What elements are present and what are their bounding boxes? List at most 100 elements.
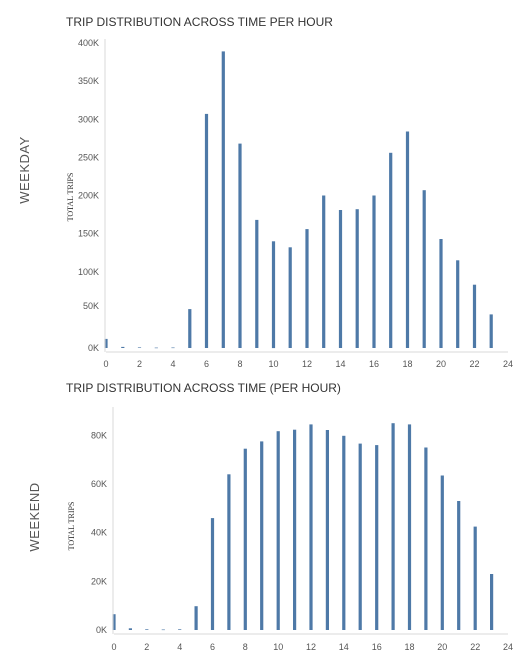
weekday-x-tick-label: 20 bbox=[436, 359, 446, 369]
weekend-y-ticks: 0K 20K 40K 60K 80K bbox=[91, 430, 107, 635]
weekend-y-tick-label: 20K bbox=[91, 576, 107, 586]
weekend-y-tick-label: 0K bbox=[96, 625, 107, 635]
weekend-x-tick-label: 0 bbox=[111, 642, 116, 652]
weekend-bar-hour-11 bbox=[293, 430, 296, 630]
weekend-chart-title: TRIP DISTRIBUTION ACROSS TIME (PER HOUR) bbox=[66, 381, 341, 395]
weekend-bar-hour-3 bbox=[162, 630, 165, 631]
weekend-bar-hour-13 bbox=[326, 430, 329, 630]
weekday-y-tick-label: 400K bbox=[78, 38, 99, 48]
weekday-y-tick-label: 300K bbox=[78, 114, 99, 124]
weekend-x-tick-label: 16 bbox=[372, 642, 382, 652]
weekday-x-tick-label: 12 bbox=[302, 359, 312, 369]
weekend-bar-hour-21 bbox=[457, 501, 460, 630]
weekend-bar-hour-6 bbox=[211, 518, 214, 630]
weekday-bar-hour-10 bbox=[272, 241, 275, 348]
weekend-bar-hour-19 bbox=[424, 448, 427, 631]
weekend-chart-panel: TRIP DISTRIBUTION ACROSS TIME (PER HOUR)… bbox=[27, 381, 513, 652]
weekend-x-ticks: 0 2 4 6 8 10 12 14 16 18 20 22 24 bbox=[111, 642, 513, 652]
weekday-y-tick-label: 200K bbox=[78, 191, 99, 201]
weekend-bar-hour-10 bbox=[277, 431, 280, 630]
weekend-x-tick-label: 22 bbox=[470, 642, 480, 652]
weekend-bar-hour-5 bbox=[195, 606, 198, 630]
weekday-x-tick-label: 0 bbox=[103, 359, 108, 369]
weekday-side-label: WEEKDAY bbox=[17, 136, 32, 204]
weekday-x-tick-label: 24 bbox=[503, 359, 513, 369]
weekend-side-label: WEEKEND bbox=[27, 482, 42, 551]
weekday-bar-hour-1 bbox=[121, 347, 124, 348]
weekend-x-tick-label: 18 bbox=[404, 642, 414, 652]
weekday-x-tick-label: 6 bbox=[204, 359, 209, 369]
weekday-y-tick-label: 250K bbox=[78, 152, 99, 162]
weekend-x-tick-label: 2 bbox=[144, 642, 149, 652]
weekday-x-ticks: 0 2 4 6 8 10 12 14 16 18 20 22 24 bbox=[103, 359, 513, 369]
weekend-bar-hour-23 bbox=[490, 574, 493, 630]
weekday-bar-hour-2 bbox=[138, 347, 141, 348]
weekday-x-tick-label: 4 bbox=[170, 359, 175, 369]
weekday-bar-hour-16 bbox=[372, 196, 375, 349]
weekday-bar-hour-5 bbox=[188, 309, 191, 348]
weekend-y-axis-label: TOTAL TRIPS bbox=[67, 502, 76, 551]
weekday-x-tick-label: 10 bbox=[268, 359, 278, 369]
weekend-bar-hour-14 bbox=[342, 436, 345, 630]
weekend-x-tick-label: 12 bbox=[306, 642, 316, 652]
weekend-y-tick-label: 80K bbox=[91, 430, 107, 440]
weekend-bar-hour-9 bbox=[260, 441, 263, 630]
weekend-bar-hour-20 bbox=[441, 476, 444, 631]
weekday-bar-hour-7 bbox=[222, 51, 225, 348]
weekday-x-tick-label: 22 bbox=[469, 359, 479, 369]
weekday-y-ticks: 0K 50K 100K 150K 200K 250K 300K 350K 400K bbox=[78, 38, 99, 353]
weekday-y-tick-label: 350K bbox=[78, 76, 99, 86]
weekend-bar-hour-22 bbox=[474, 527, 477, 630]
weekend-bars bbox=[112, 423, 493, 630]
weekday-x-tick-label: 2 bbox=[137, 359, 142, 369]
weekend-bar-hour-1 bbox=[129, 628, 132, 630]
weekday-x-tick-label: 18 bbox=[402, 359, 412, 369]
weekend-x-tick-label: 8 bbox=[243, 642, 248, 652]
weekend-x-tick-label: 4 bbox=[177, 642, 182, 652]
weekday-bar-hour-21 bbox=[456, 260, 459, 348]
weekday-bar-hour-15 bbox=[356, 209, 359, 348]
weekday-bar-hour-20 bbox=[439, 239, 442, 348]
weekday-y-axis-label: TOTAL TRIPS bbox=[66, 173, 75, 222]
weekday-bar-hour-9 bbox=[255, 220, 258, 348]
weekend-x-tick-label: 10 bbox=[273, 642, 283, 652]
weekend-bar-hour-8 bbox=[244, 449, 247, 630]
weekday-y-tick-label: 100K bbox=[78, 267, 99, 277]
weekend-x-tick-label: 20 bbox=[437, 642, 447, 652]
weekday-bar-hour-14 bbox=[339, 210, 342, 348]
weekday-bar-hour-4 bbox=[171, 348, 174, 349]
weekday-x-tick-label: 8 bbox=[237, 359, 242, 369]
weekday-bar-hour-8 bbox=[238, 144, 241, 348]
weekend-bar-hour-17 bbox=[392, 423, 395, 630]
weekday-bar-hour-19 bbox=[423, 190, 426, 348]
weekend-bar-hour-18 bbox=[408, 424, 411, 630]
weekday-y-tick-label: 150K bbox=[78, 229, 99, 239]
weekday-x-tick-label: 14 bbox=[335, 359, 345, 369]
weekday-chart-title: TRIP DISTRIBUTION ACROSS TIME PER HOUR bbox=[66, 15, 333, 29]
weekday-x-tick-label: 16 bbox=[369, 359, 379, 369]
weekday-bar-hour-22 bbox=[473, 285, 476, 348]
weekend-bar-hour-12 bbox=[309, 424, 312, 630]
weekend-bar-hour-4 bbox=[178, 629, 181, 630]
weekday-bar-hour-6 bbox=[205, 114, 208, 348]
weekend-y-tick-label: 60K bbox=[91, 479, 107, 489]
weekday-bar-hour-23 bbox=[490, 314, 493, 348]
weekday-chart-panel: TRIP DISTRIBUTION ACROSS TIME PER HOUR W… bbox=[17, 15, 513, 369]
weekday-y-tick-label: 0K bbox=[88, 343, 99, 353]
weekday-bar-hour-18 bbox=[406, 132, 409, 349]
weekend-x-tick-label: 14 bbox=[339, 642, 349, 652]
weekend-y-tick-label: 40K bbox=[91, 528, 107, 538]
weekend-bar-hour-16 bbox=[375, 445, 378, 630]
weekend-bar-hour-15 bbox=[359, 444, 362, 630]
weekday-bar-hour-3 bbox=[155, 348, 158, 349]
weekday-y-tick-label: 50K bbox=[83, 301, 99, 311]
weekday-bar-hour-12 bbox=[305, 229, 308, 348]
weekday-bar-hour-17 bbox=[389, 153, 392, 348]
weekend-bar-hour-7 bbox=[227, 474, 230, 630]
weekday-bar-hour-11 bbox=[289, 247, 292, 348]
weekday-bars bbox=[104, 51, 492, 348]
weekend-bar-hour-2 bbox=[145, 629, 148, 630]
weekday-bar-hour-13 bbox=[322, 196, 325, 349]
weekend-x-tick-label: 6 bbox=[210, 642, 215, 652]
